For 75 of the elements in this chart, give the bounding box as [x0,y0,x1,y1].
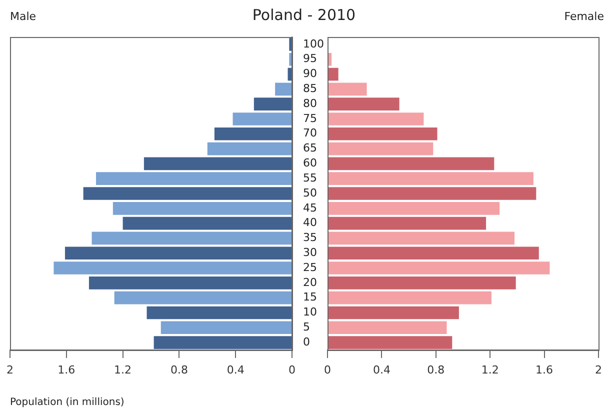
x-tick-label: 0.8 [427,363,445,376]
bar [328,172,534,186]
y-tick-label: 25 [303,260,317,274]
bar [328,232,514,245]
bar [288,68,292,81]
x-tick-label: 0 [324,363,331,376]
bar [160,321,292,334]
x-tick-label: 2 [595,363,602,376]
text: Female [564,10,604,23]
x-tick-label: 0.4 [226,363,244,376]
bar [328,246,539,260]
bar [328,306,459,320]
x-tick-label: 1.2 [114,363,132,376]
y-tick-label: 45 [303,201,317,214]
y-tick-label: 40 [303,216,317,230]
bar [328,157,494,170]
y-tick-label: 100 [303,37,324,50]
bar [144,157,292,170]
chart-title: Poland - 2010 [252,6,356,24]
bar [275,82,292,96]
x-tick-label: 0.8 [170,363,188,376]
bar [96,172,292,186]
x-tick-label: 1.2 [481,363,499,376]
y-tick-label: 65 [303,142,317,155]
y-tick-label: 55 [303,171,317,184]
bar [328,321,447,334]
bar [328,142,434,156]
bar [122,216,292,230]
x-tick-label: 2 [6,363,14,376]
y-tick-label: 20 [303,276,317,289]
x-axis-title: Population (in millions) [10,397,124,408]
bar [328,291,492,304]
y-tick-label: 0 [303,335,310,348]
bar [328,82,367,96]
bar [328,262,550,274]
bar [54,262,292,274]
bar [114,291,292,304]
bar [83,187,292,200]
x-tick-label: 1.6 [536,363,554,376]
bar [207,142,292,156]
x-tick-label: 0 [288,363,296,376]
y-tick-label: 10 [303,306,317,319]
y-tick-label: 15 [303,290,317,304]
bar [64,246,292,260]
y-tick-label: 90 [303,67,317,80]
bar [328,68,338,81]
y-tick-label: 60 [303,156,317,170]
bar [328,112,424,126]
x-tick-label: 0.4 [372,363,390,376]
y-tick-label: 35 [303,231,317,244]
bar [232,112,292,126]
y-tick-label: 5 [303,320,310,334]
y-tick-label: 85 [303,82,317,96]
bar [328,202,500,215]
y-tick-label: 95 [303,52,317,66]
bar [112,202,292,215]
y-tick-label: 80 [303,96,317,110]
bar [146,306,292,320]
bar [328,98,400,110]
text: Male [10,10,36,23]
bar [328,276,516,290]
bar [328,216,486,230]
y-tick-label: 75 [303,112,317,125]
bar [214,127,292,140]
bar [92,232,292,245]
x-tick-label: 1.6 [58,363,76,376]
bar [328,187,536,200]
bar [254,98,292,110]
bar [88,276,292,290]
y-tick-label: 70 [303,126,317,140]
y-tick-label: 50 [303,186,317,200]
bar [154,336,292,349]
bar [328,127,438,140]
bar [328,336,452,349]
y-tick-label: 30 [303,246,317,259]
